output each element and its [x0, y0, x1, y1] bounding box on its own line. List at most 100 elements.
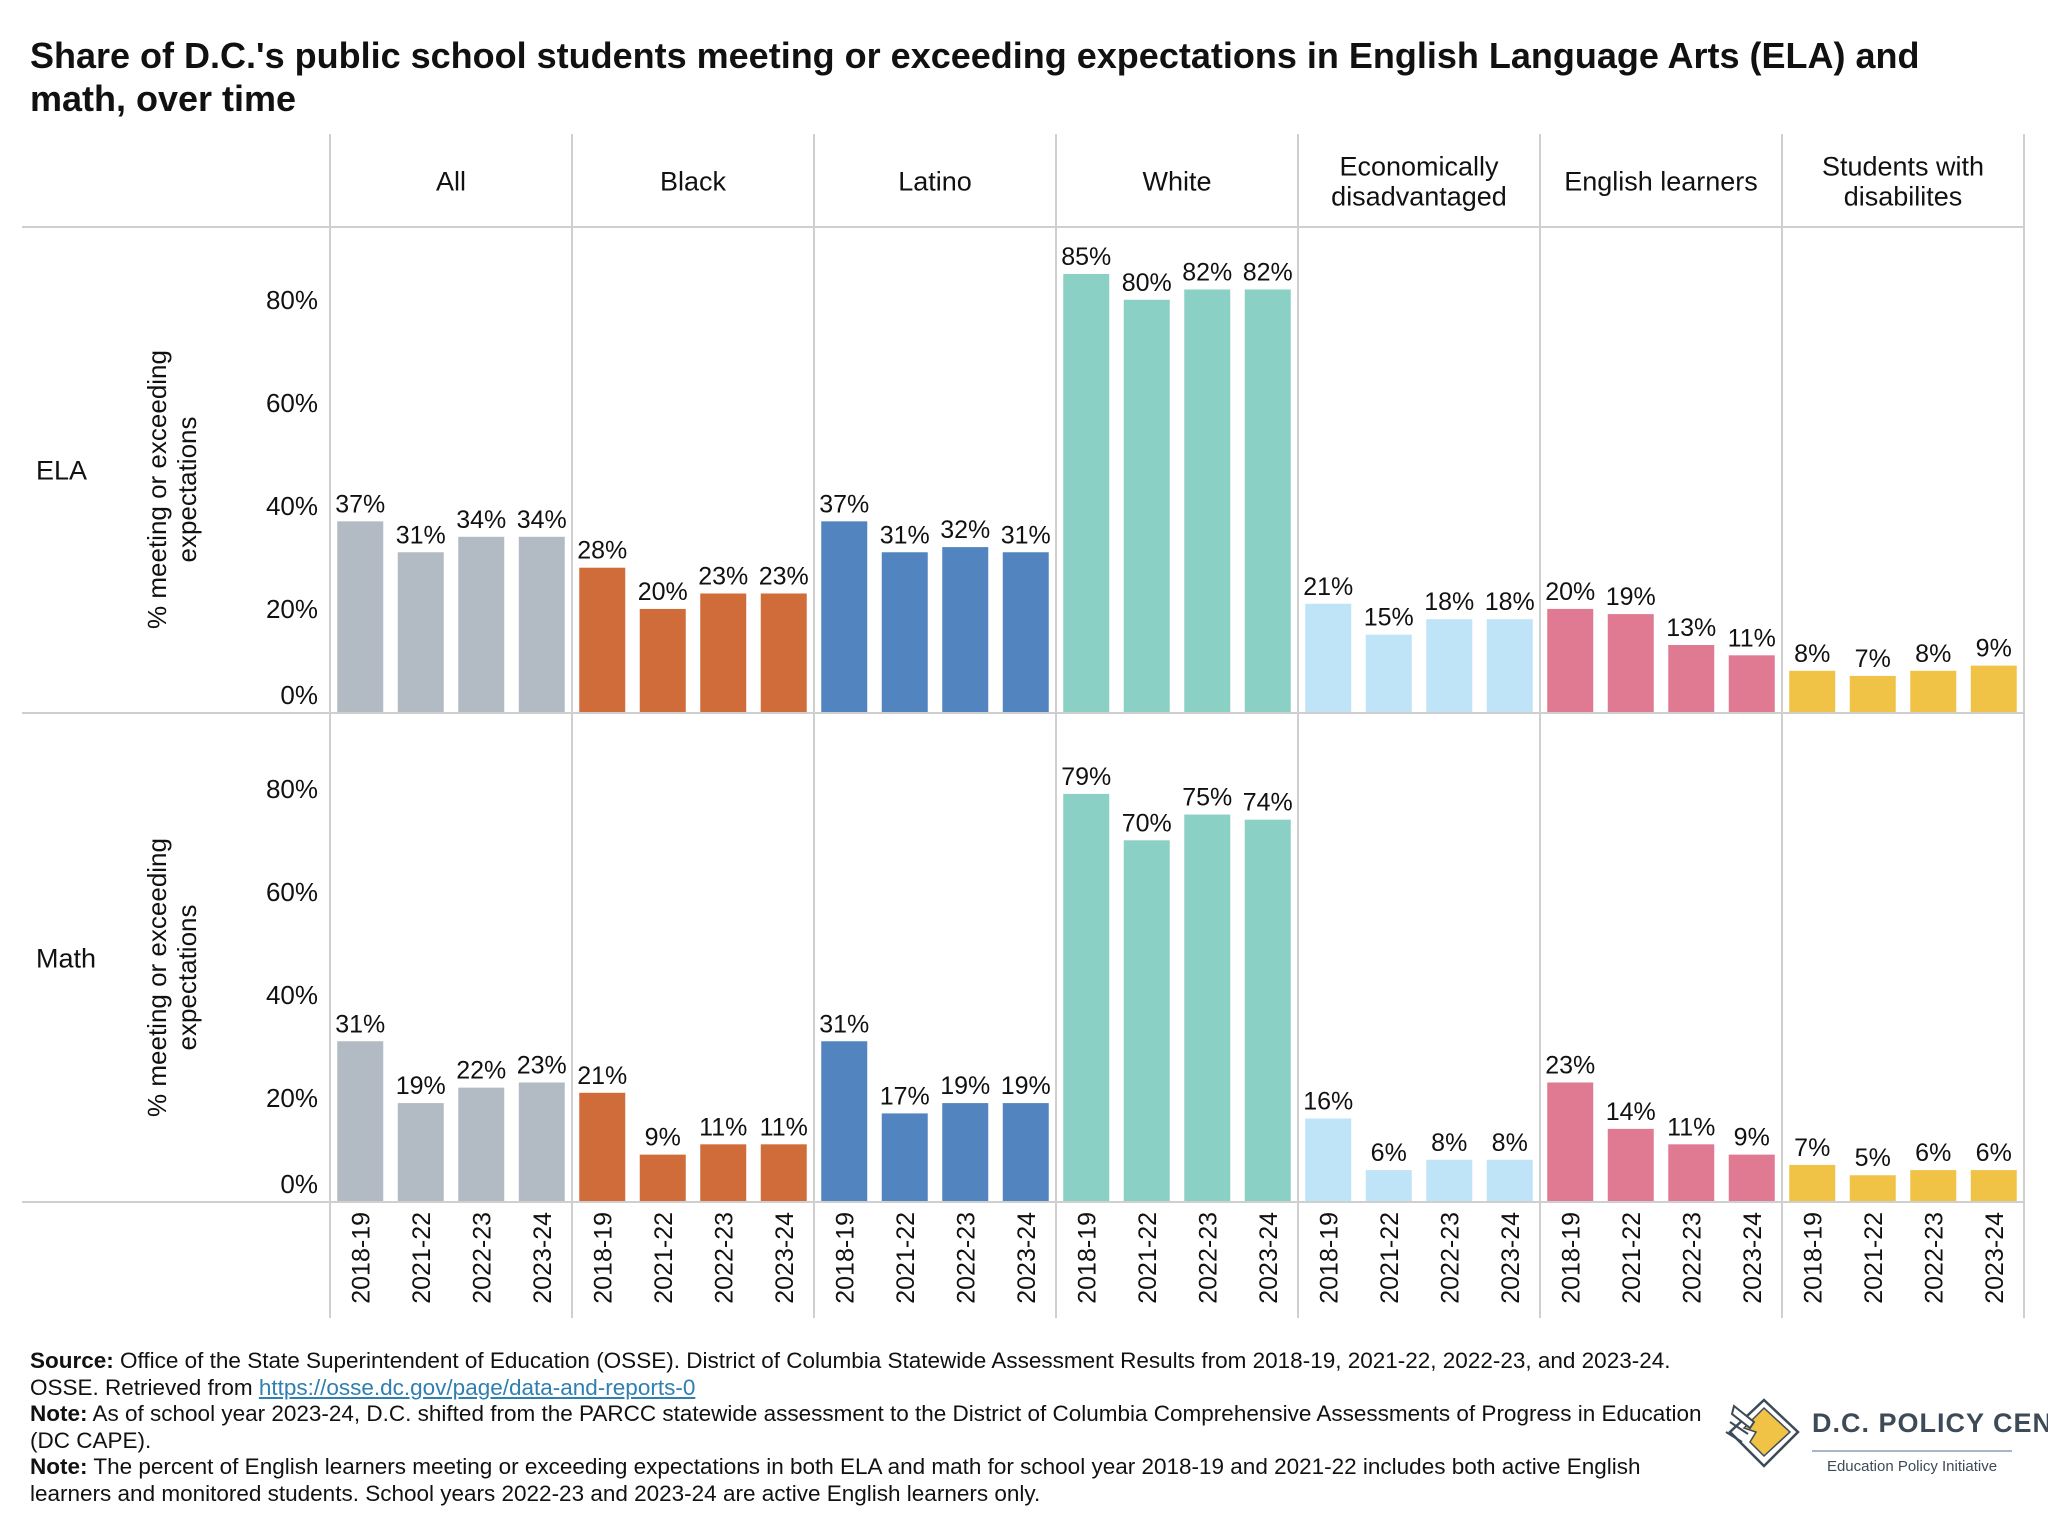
- bar: [1063, 793, 1110, 1201]
- group-header-label: Latino: [898, 167, 972, 197]
- data-label: 11%: [1667, 1113, 1715, 1141]
- bar: [1184, 289, 1231, 712]
- bar: [1123, 840, 1170, 1201]
- data-label: 18%: [1485, 588, 1535, 616]
- data-label: 20%: [1545, 578, 1595, 606]
- y-axis-label: % meeting or exceedingexpectations: [142, 350, 202, 629]
- x-tick-label: 2022-23: [1678, 1212, 1706, 1304]
- bar: [1426, 1159, 1473, 1201]
- data-label: 6%: [1976, 1139, 2012, 1167]
- bar: [639, 608, 686, 712]
- data-label: 37%: [335, 490, 385, 518]
- bar: [1970, 665, 2017, 712]
- bar: [518, 1082, 565, 1201]
- data-label: 80%: [1122, 269, 1172, 297]
- data-label: 19%: [1606, 583, 1656, 611]
- x-tick-label: 2023-24: [1981, 1212, 2009, 1304]
- bar: [1002, 552, 1049, 712]
- group-header-line: Black: [660, 167, 727, 197]
- bar: [942, 1103, 989, 1201]
- x-tick-label: 2023-24: [771, 1212, 799, 1304]
- data-label: 15%: [1364, 604, 1414, 632]
- bar: [1184, 814, 1231, 1201]
- data-label: 31%: [1001, 521, 1051, 549]
- bar: [942, 547, 989, 712]
- group-header-line: White: [1142, 167, 1211, 197]
- y-axis-label: % meeting or exceedingexpectations: [142, 838, 202, 1117]
- bar: [1365, 634, 1412, 712]
- data-label: 8%: [1794, 640, 1830, 668]
- group-header-label: All: [436, 167, 466, 197]
- x-tick-label: 2018-19: [1073, 1212, 1101, 1304]
- x-tick-label: 2018-19: [1557, 1212, 1585, 1304]
- y-tick-label: 80%: [266, 774, 318, 804]
- data-label: 14%: [1606, 1098, 1656, 1126]
- bar: [881, 552, 928, 712]
- bar: [337, 1041, 384, 1201]
- data-label: 74%: [1243, 789, 1293, 817]
- x-tick-label: 2023-24: [1013, 1212, 1041, 1304]
- data-label: 13%: [1666, 614, 1716, 642]
- data-label: 7%: [1855, 645, 1891, 673]
- y-tick-label: 20%: [266, 1083, 318, 1113]
- data-label: 34%: [517, 506, 567, 534]
- logo-name: D.C. POLICY CENTER: [1812, 1408, 2048, 1438]
- bar: [821, 1041, 868, 1201]
- data-label: 11%: [760, 1113, 808, 1141]
- x-tick-label: 2021-22: [892, 1212, 920, 1304]
- group-header-line: English learners: [1564, 167, 1758, 197]
- data-label: 82%: [1243, 258, 1293, 286]
- bar: [1365, 1170, 1412, 1201]
- data-label: 37%: [819, 490, 869, 518]
- bar: [760, 1144, 807, 1201]
- row-label: Math: [36, 944, 96, 974]
- data-label: 34%: [456, 506, 506, 534]
- bar: [579, 1092, 626, 1201]
- source-link[interactable]: https://osse.dc.gov/page/data-and-report…: [258, 1374, 696, 1400]
- bar: [1002, 1103, 1049, 1201]
- data-label: 11%: [1728, 624, 1776, 652]
- data-label: 31%: [335, 1010, 385, 1038]
- data-label: 18%: [1424, 588, 1474, 616]
- x-tick-label: 2022-23: [468, 1212, 496, 1304]
- data-label: 16%: [1303, 1088, 1353, 1116]
- bar: [397, 552, 444, 712]
- x-tick-label: 2022-23: [1194, 1212, 1222, 1304]
- data-label: 75%: [1182, 784, 1232, 812]
- bar: [1547, 1082, 1594, 1201]
- y-tick-label: 40%: [266, 491, 318, 521]
- data-label: 17%: [880, 1082, 930, 1110]
- group-header-label: Black: [660, 167, 727, 197]
- y-tick-label: 80%: [266, 285, 318, 315]
- group-header-line: disabilites: [1844, 182, 1963, 212]
- group-header-line: All: [436, 167, 466, 197]
- data-label: 19%: [940, 1072, 990, 1100]
- bar: [1426, 619, 1473, 712]
- group-header-line: Economically: [1339, 152, 1499, 182]
- bar: [1063, 274, 1110, 712]
- bar: [1789, 670, 1836, 712]
- data-label: 19%: [396, 1072, 446, 1100]
- bar: [1305, 603, 1352, 712]
- bar: [518, 536, 565, 712]
- dc-policy-center-logo: D.C. POLICY CENTER Education Policy Init…: [1720, 1388, 2048, 1498]
- data-label: 9%: [1734, 1124, 1770, 1152]
- bar: [579, 567, 626, 712]
- bar: [458, 536, 505, 712]
- x-tick-label: 2023-24: [1497, 1212, 1525, 1304]
- data-label: 31%: [396, 521, 446, 549]
- bar: [760, 593, 807, 712]
- group-header-label: Students with disabilites: [1822, 152, 1984, 212]
- bar: [1486, 619, 1533, 712]
- bar: [1970, 1170, 2017, 1201]
- x-tick-label: 2021-22: [650, 1212, 678, 1304]
- x-tick-label: 2021-22: [1376, 1212, 1404, 1304]
- data-label: 21%: [577, 1062, 627, 1090]
- y-tick-label: 20%: [266, 594, 318, 624]
- y-tick-label: 0%: [280, 1169, 318, 1199]
- bar: [639, 1154, 686, 1201]
- y-axis-label-line: % meeting or exceeding: [142, 350, 172, 629]
- note-label: Note:: [30, 1454, 88, 1479]
- y-axis-label-line: expectations: [172, 905, 202, 1051]
- logo-subtitle: Education Policy Initiative: [1812, 1450, 2012, 1475]
